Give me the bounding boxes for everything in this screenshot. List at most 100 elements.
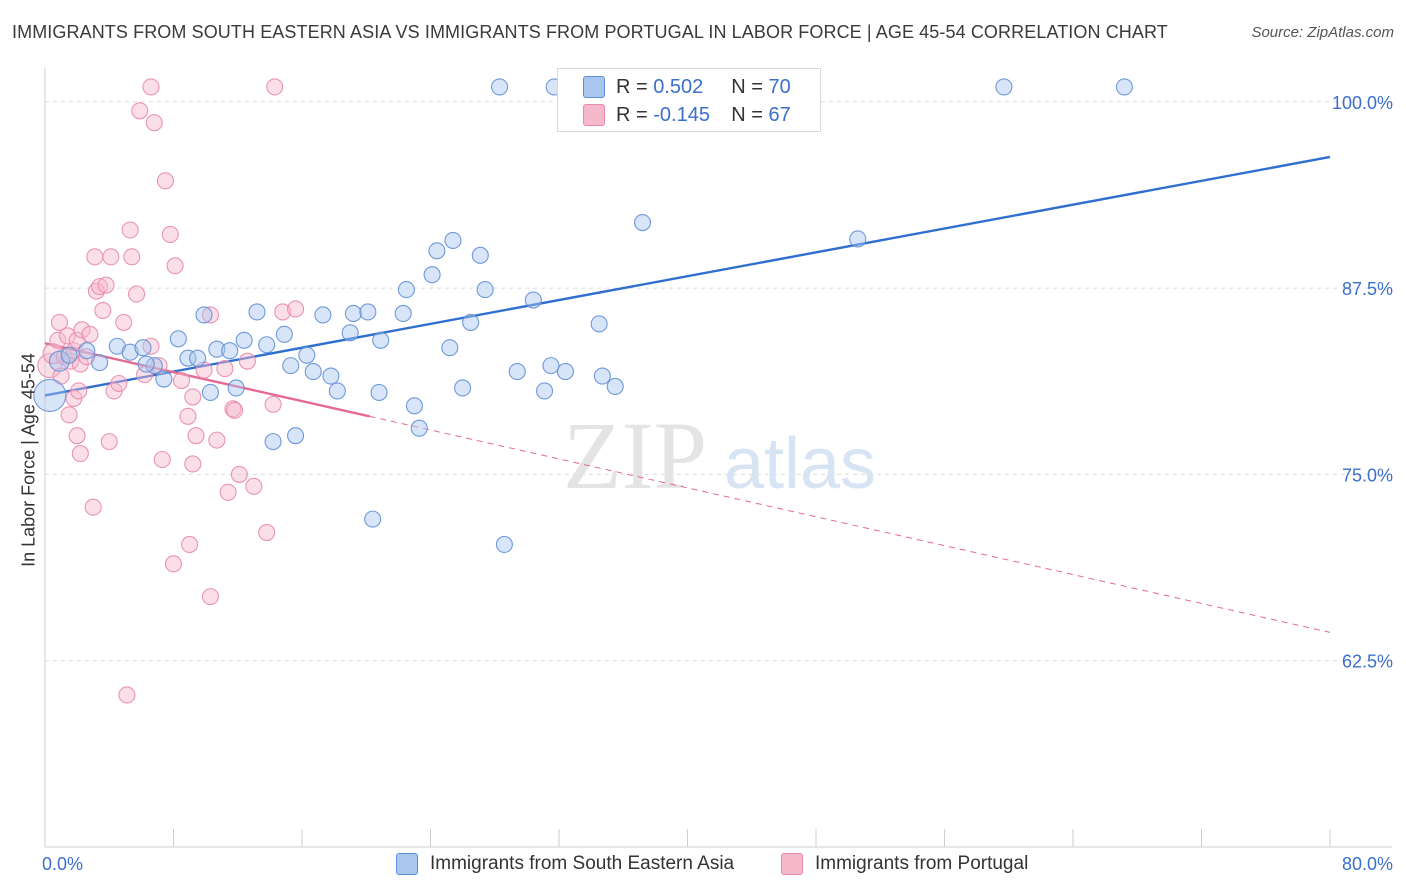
point-south-eastern-asia [221,342,239,360]
point-south-eastern-asia [287,427,305,445]
point-south-eastern-asia [264,433,282,451]
point-south-eastern-asia [179,349,197,367]
point-portugal [208,431,226,449]
chart-title: IMMIGRANTS FROM SOUTH EASTERN ASIA VS IM… [12,22,1168,42]
y-tick-label: 62.5% [1342,652,1393,672]
point-portugal [81,325,99,343]
point-south-eastern-asia [372,331,390,349]
point-portugal [201,588,219,606]
legend-n-label: N = [731,103,763,126]
point-south-eastern-asia [508,363,526,381]
point-portugal [121,221,139,239]
legend-r-label: R = [616,103,648,126]
point-south-eastern-asia [524,291,542,309]
point-portugal [184,455,202,473]
point-portugal [91,278,109,296]
point-portugal [164,555,183,573]
point-portugal [161,225,179,244]
point-south-eastern-asia [364,510,382,528]
point-south-eastern-asia [590,315,608,333]
point-south-eastern-asia [495,535,513,554]
point-portugal [73,321,91,339]
legend-row-portugal: R = -0.145 N = 67 [583,100,791,130]
point-portugal [58,327,77,345]
legend-swatch-pink [781,853,803,875]
point-portugal [156,172,175,190]
point-portugal [71,444,89,463]
source-label: Source: ZipAtlas.com [1251,24,1394,41]
watermark-zip: ZIP [563,402,707,509]
point-portugal [266,78,284,96]
axes [44,68,1392,848]
point-portugal [258,523,276,542]
point-south-eastern-asia [33,378,67,412]
watermark-atlas: atlas [724,424,876,504]
point-south-eastern-asia [60,346,78,364]
point-south-eastern-asia [397,281,415,299]
legend-swatch-pink [583,104,605,126]
point-portugal [274,303,292,321]
point-portugal [216,360,234,378]
point-south-eastern-asia [995,78,1013,96]
point-portugal [264,395,282,413]
point-south-eastern-asia [275,325,293,343]
point-portugal [181,535,199,554]
point-portugal [131,102,149,120]
point-south-eastern-asia [328,382,346,400]
point-south-eastern-asia [606,377,624,396]
point-south-eastern-asia [134,339,152,357]
point-south-eastern-asia [344,304,362,323]
point-south-eastern-asia [633,213,652,232]
point-south-eastern-asia [248,303,266,321]
legend-n-value: 70 [768,75,791,98]
point-south-eastern-asia [341,324,359,342]
legend-swatch-blue [583,76,605,98]
gridlines [45,101,1392,662]
y-tick-label: 75.0% [1342,465,1393,485]
point-south-eastern-asia [444,231,462,249]
point-portugal [142,78,160,96]
point-portugal [184,388,202,406]
point-south-eastern-asia [405,397,423,415]
point-south-eastern-asia [462,313,480,331]
point-south-eastern-asia [78,342,96,360]
point-south-eastern-asia [304,363,322,381]
point-south-eastern-asia [258,336,276,354]
point-portugal [201,306,219,324]
point-portugal [62,352,80,370]
point-south-eastern-asia [169,330,187,348]
point-south-eastern-asia [121,343,139,361]
point-portugal [50,313,69,331]
legend-label: Immigrants from Portugal [815,853,1029,874]
point-south-eastern-asia [370,383,388,401]
point-south-eastern-asia [48,350,71,372]
point-portugal [123,248,141,266]
point-south-eastern-asia [491,78,509,96]
trend-line-portugal [44,342,370,418]
point-south-eastern-asia [137,355,155,373]
point-portugal [110,374,128,393]
trend-lines [44,155,1331,633]
legend-r-label: R = [616,75,648,98]
point-south-eastern-asia [410,419,428,437]
point-portugal [60,406,78,424]
correlation-legend: R = 0.502 N = 70 R = -0.145 N = 67 [557,68,821,132]
legend-item-sea: Immigrants from South Eastern Asia [396,851,734,877]
point-south-eastern-asia [542,357,560,375]
point-south-eastern-asia [454,379,472,397]
point-portugal [118,686,136,704]
point-south-eastern-asia [1115,78,1133,96]
point-portugal [84,498,102,516]
y-tick-label: 100.0% [1332,93,1393,113]
legend-r-value: -0.145 [653,103,710,126]
point-portugal [153,450,171,469]
point-portugal [245,477,263,495]
point-portugal [102,248,120,266]
trend-line-south-eastern-asia [44,155,1331,397]
legend-r-value: 0.502 [653,75,704,98]
point-south-eastern-asia [535,382,554,400]
legend-n-label: N = [731,75,763,98]
x-tick-label: 80.0% [1342,854,1393,874]
point-portugal [115,313,133,331]
point-south-eastern-asia [556,363,574,381]
